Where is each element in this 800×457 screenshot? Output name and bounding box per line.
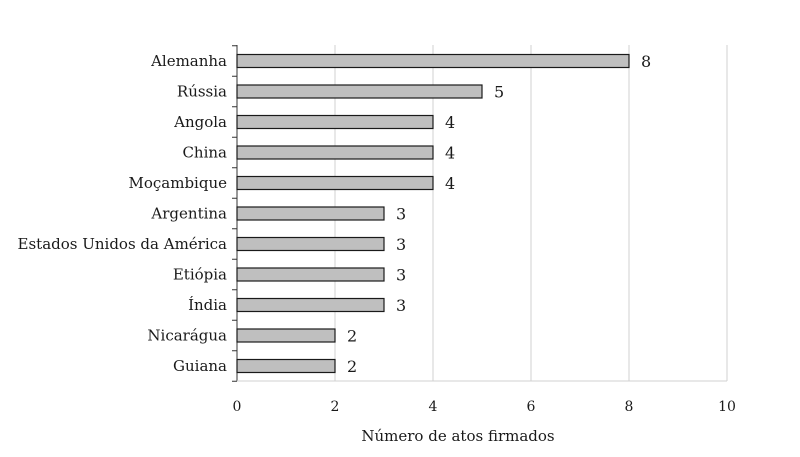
value-label: 2 [347, 327, 357, 346]
category-label: China [182, 144, 227, 162]
value-label: 3 [396, 205, 406, 224]
value-label: 3 [396, 235, 406, 254]
value-label: 2 [347, 357, 357, 376]
category-labels: Alemanha Rússia Angola China Moçambique Argen… [18, 52, 228, 375]
value-label: 4 [445, 113, 455, 132]
category-label: Rússia [177, 83, 227, 101]
bar [236, 206, 385, 221]
category-label: Moçambique [129, 174, 228, 192]
bar [236, 53, 630, 69]
category-label: Nicarágua [147, 327, 227, 345]
category-label: Argentina [150, 205, 227, 223]
value-label: 8 [641, 52, 651, 71]
x-tick-label: 6 [527, 399, 536, 415]
value-label: 4 [445, 144, 455, 163]
bar [236, 236, 385, 252]
x-tick-labels: 0 2 4 6 8 10 [233, 399, 736, 415]
category-label: Índia [188, 296, 227, 314]
category-label: Estados Unidos da América [18, 235, 228, 253]
category-label: Alemanha [150, 52, 227, 70]
x-tick-label: 8 [625, 399, 634, 415]
category-label: Etiópia [173, 266, 227, 284]
x-tick-label: 2 [331, 399, 340, 415]
x-tick-label: 0 [233, 399, 242, 415]
bar [236, 84, 483, 99]
bar [236, 358, 336, 374]
value-label: 5 [494, 83, 504, 102]
bar [236, 145, 434, 160]
bar [236, 267, 385, 282]
x-tick-label: 10 [718, 399, 736, 415]
value-label: 3 [396, 296, 406, 315]
bar [236, 175, 434, 191]
bars [236, 53, 630, 374]
category-label: Angola [173, 113, 227, 131]
value-labels: 8 5 4 4 4 3 3 3 3 2 2 [347, 52, 651, 376]
grid-lines [334, 45, 728, 381]
value-label: 4 [445, 174, 455, 193]
value-label: 3 [396, 266, 406, 285]
bar [236, 114, 434, 130]
category-label: Guiana [173, 357, 227, 375]
x-tick-label: 4 [429, 399, 438, 415]
x-axis-title: Número de atos firmados [361, 427, 554, 445]
bar [236, 328, 336, 343]
bar [236, 297, 385, 313]
